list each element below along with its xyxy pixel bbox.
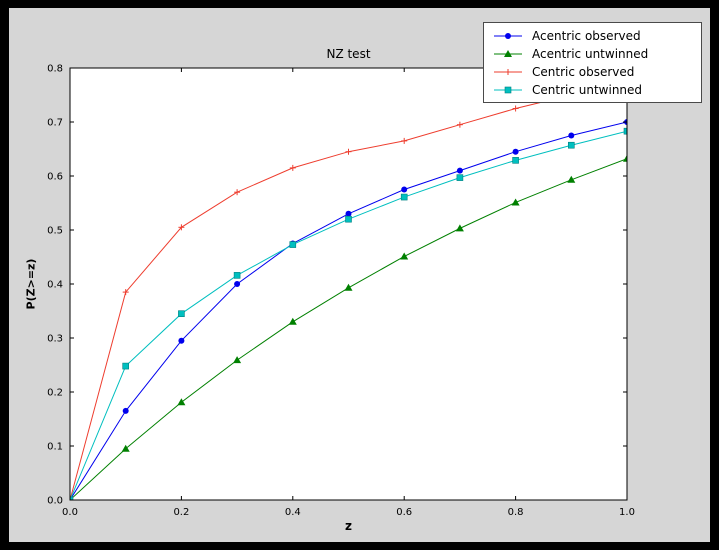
legend-line-sample-acentric-untwinned <box>494 50 522 57</box>
legend-label: Acentric observed <box>532 29 641 43</box>
x-tick-label: 1.0 <box>619 507 635 518</box>
legend-line-sample-centric-observed <box>494 69 522 75</box>
x-tick-label: 0.2 <box>173 507 189 518</box>
y-tick-label: 0.8 <box>47 64 63 75</box>
legend-label: Acentric untwinned <box>532 47 649 61</box>
x-tick-label: 0.8 <box>508 507 524 518</box>
y-tick-label: 0.5 <box>47 226 63 237</box>
legend-entry: Centric observed <box>492 64 695 80</box>
y-tick-label: 0.6 <box>47 172 63 183</box>
y-axis-label: P(Z>=z) <box>24 258 38 310</box>
legend-line-sample-centric-untwinned <box>494 86 522 94</box>
legend-entry: Centric untwinned <box>492 82 695 98</box>
x-tick-label: 0.6 <box>396 507 412 518</box>
x-tick-label: 0.0 <box>62 507 78 518</box>
axes-spines <box>69 67 628 501</box>
y-tick-label: 0.1 <box>47 442 63 453</box>
legend-entry: Acentric observed <box>492 28 695 44</box>
series-markers-3 <box>70 127 627 500</box>
x-tick-label: 0.4 <box>285 507 301 518</box>
legend-entry: Acentric untwinned <box>492 46 695 62</box>
y-tick-label: 0.0 <box>47 496 63 507</box>
legend-label: Centric untwinned <box>532 83 643 97</box>
legend-label: Centric observed <box>532 65 635 79</box>
chart-title: NZ test <box>326 47 371 61</box>
y-tick-label: 0.4 <box>47 280 63 291</box>
series-markers-1 <box>70 154 627 500</box>
legend: Acentric observed Acentric untwinned Cen… <box>483 22 702 103</box>
y-tick-label: 0.7 <box>47 118 63 129</box>
y-tick-label: 0.2 <box>47 388 63 399</box>
x-axis-label: z <box>345 519 352 533</box>
legend-line-sample-acentric-observed <box>494 33 522 39</box>
data-layer <box>70 81 627 500</box>
y-tick-label: 0.3 <box>47 334 63 345</box>
